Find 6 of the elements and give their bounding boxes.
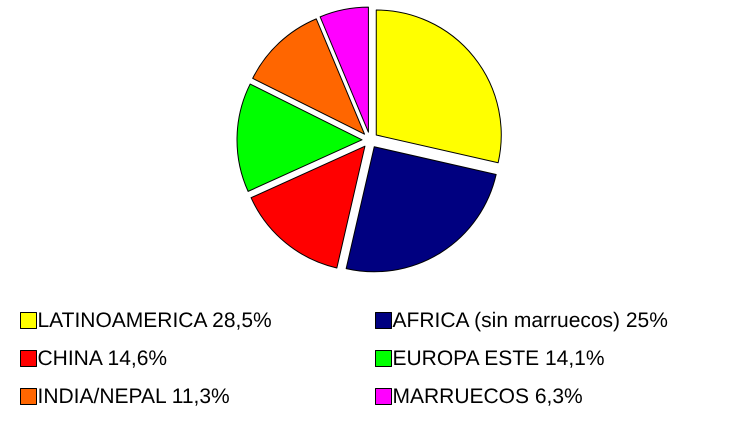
- legend-label: MARRUECOS 6,3%: [392, 385, 583, 408]
- legend-label: INDIA/NEPAL 11,3%: [38, 385, 230, 408]
- legend-label: EUROPA ESTE 14,1%: [392, 347, 605, 370]
- legend-label: LATINOAMERICA 28,5%: [38, 309, 272, 332]
- legend-label: AFRICA (sin marruecos) 25%: [392, 309, 668, 332]
- legend-label: CHINA 14,6%: [38, 347, 168, 370]
